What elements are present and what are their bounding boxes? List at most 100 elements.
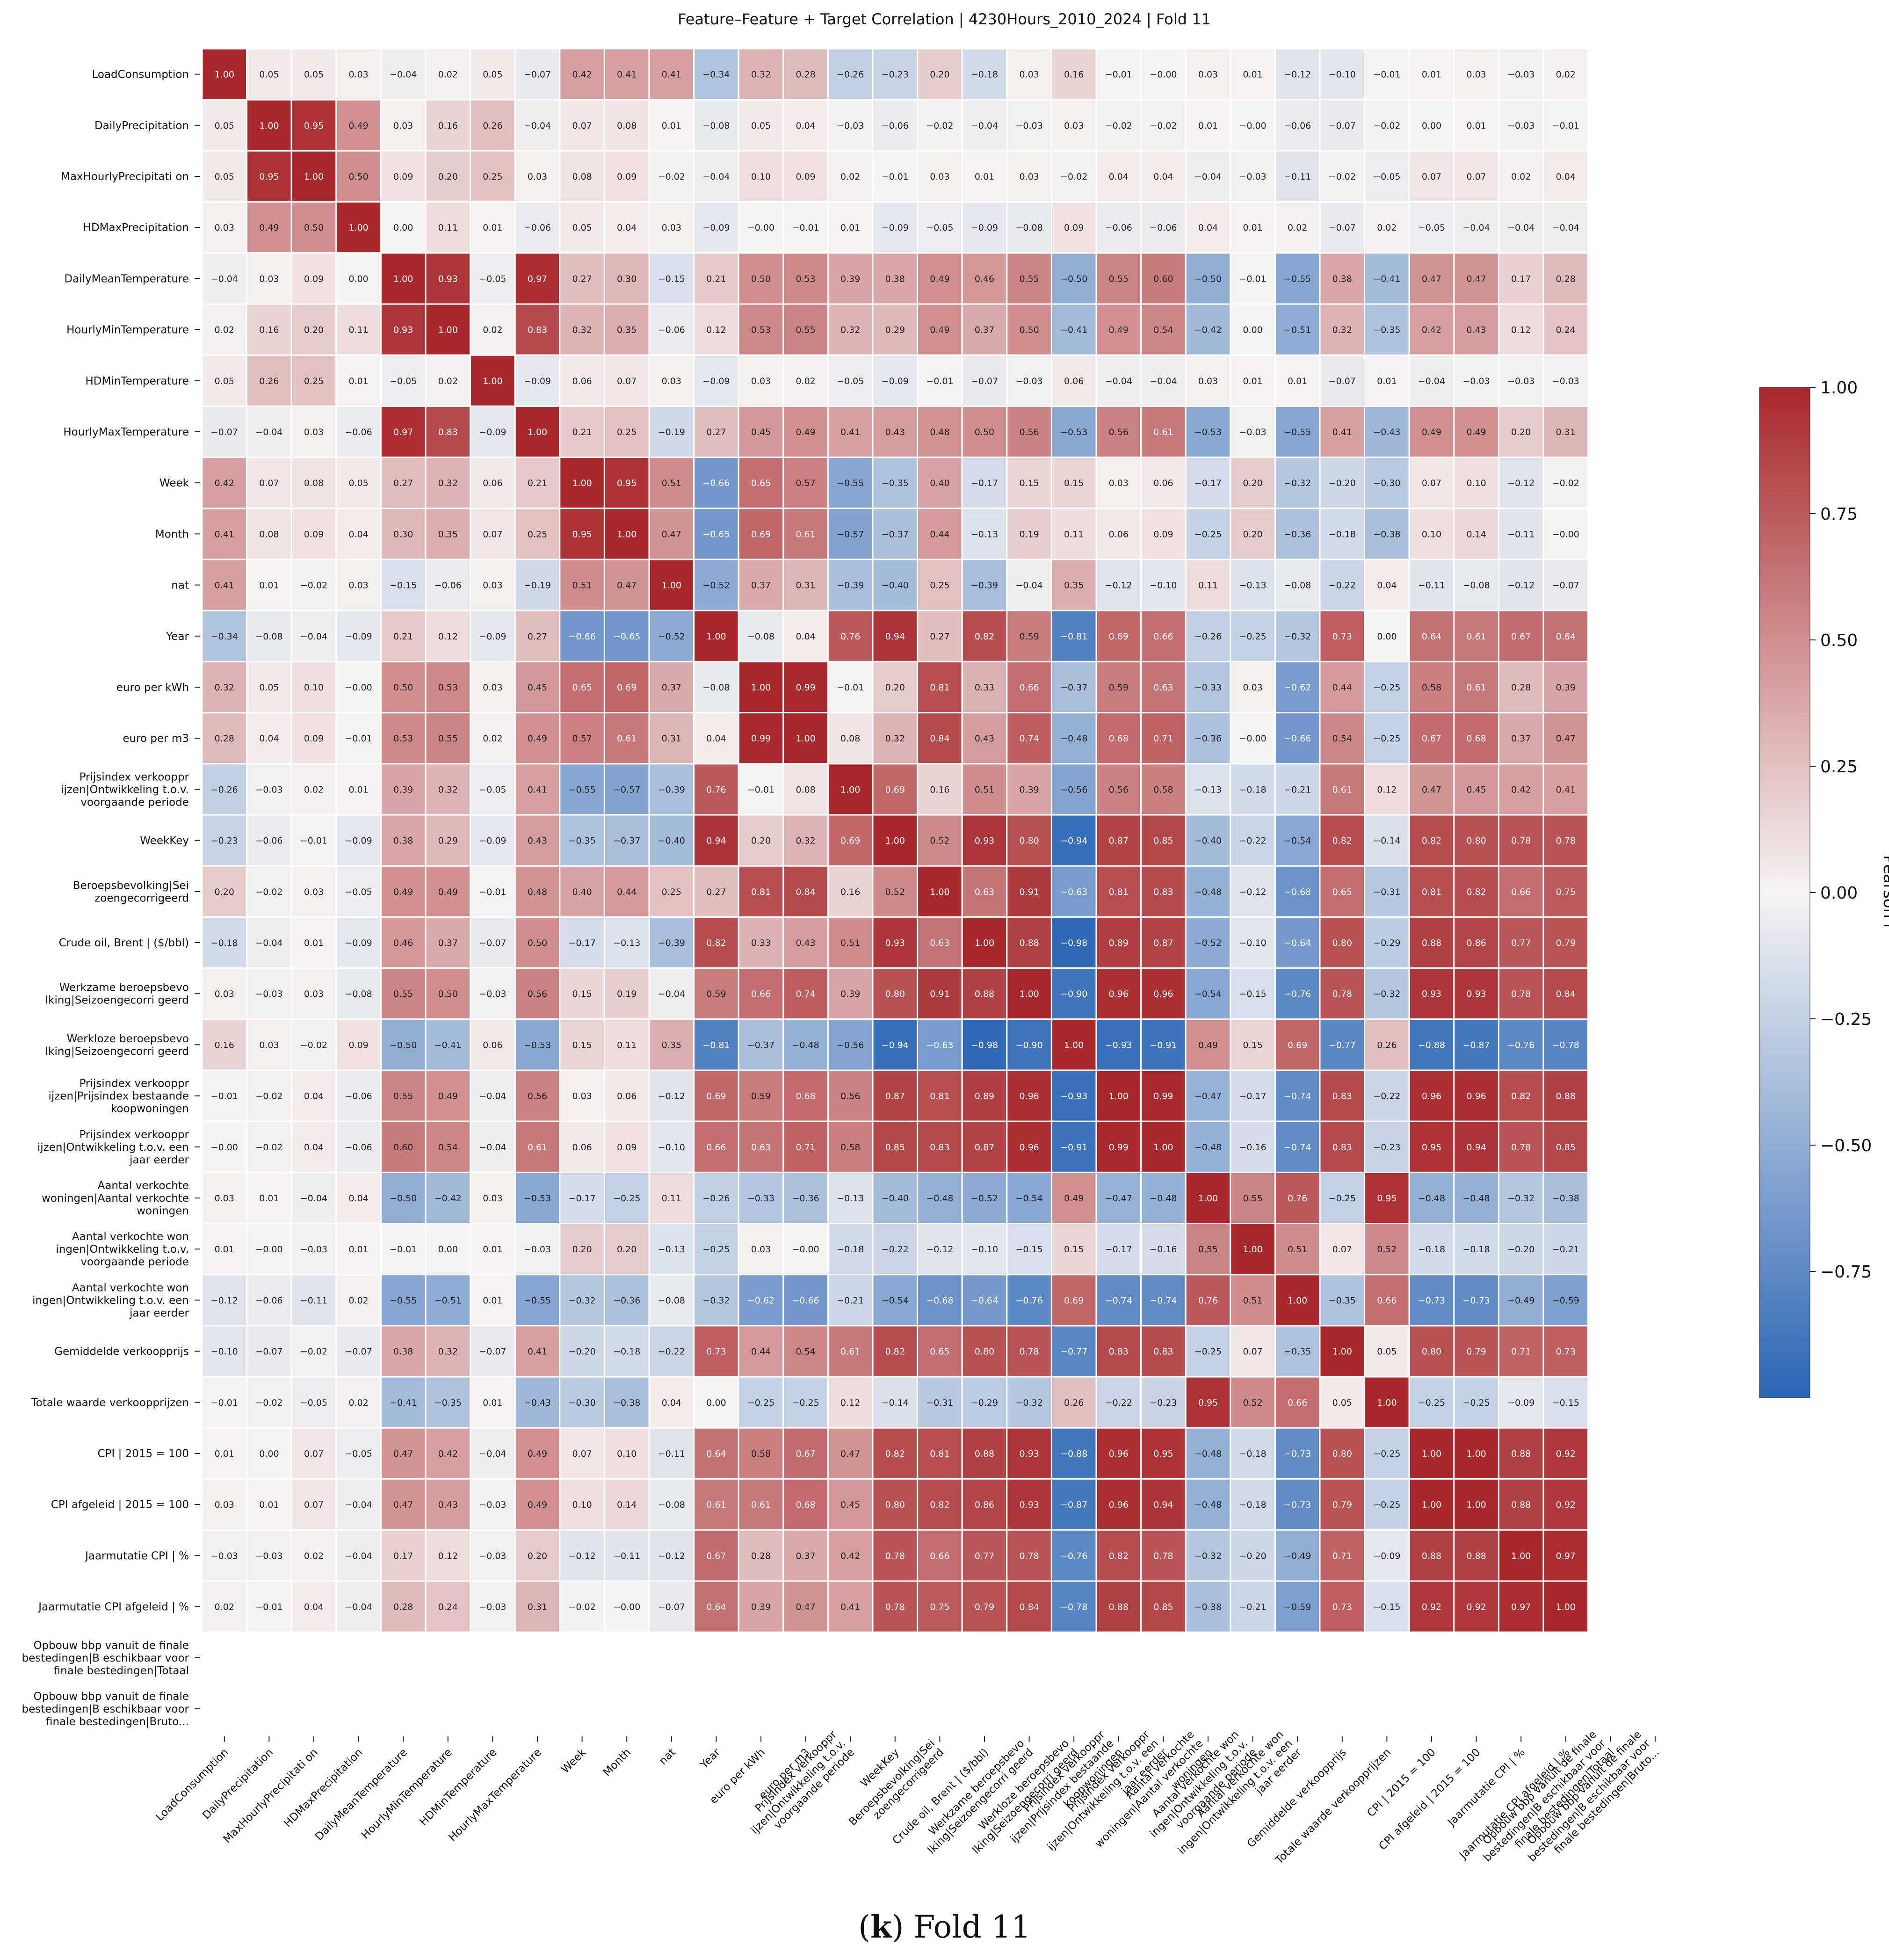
cell-value-r22-c13: −0.36	[792, 1193, 819, 1204]
cell-value-r3-c13: −0.01	[792, 223, 819, 233]
cell-value-r28-c27: 1.00	[1422, 1500, 1441, 1510]
cell-value-r3-c2: 0.50	[304, 223, 324, 233]
cell-value-r21-c16: 0.83	[930, 1142, 949, 1153]
cell-value-r5-c8: 0.32	[572, 325, 592, 335]
cell-value-r0-c2: 0.05	[304, 70, 324, 80]
cell-value-r30-c28: 0.92	[1466, 1602, 1486, 1612]
cell-value-r29-c0: −0.03	[211, 1551, 238, 1561]
heatmap-cell-r18-c21	[1140, 967, 1187, 1020]
cell-value-r21-c6: −0.04	[479, 1142, 506, 1153]
cell-value-r4-c25: 0.38	[1332, 274, 1352, 284]
heatmap-cell-r3-c1	[246, 201, 292, 254]
cell-value-r6-c20: −0.04	[1105, 376, 1132, 386]
cell-value-r3-c29: −0.04	[1507, 223, 1534, 233]
heatmap-cell-r6-c0	[201, 354, 248, 407]
heatmap-cell-r13-c13	[782, 712, 829, 765]
cell-value-r24-c15: −0.54	[882, 1295, 909, 1306]
cell-value-r11-c11: 1.00	[706, 632, 726, 642]
heatmap-cell-r22-c16	[917, 1171, 963, 1225]
heatmap-cell-r29-c21	[1140, 1529, 1187, 1582]
row-label-32: Opbouw bbp vanuit de finale bestedingen|B…	[22, 1691, 189, 1728]
heatmap-cell-r3-c29	[1498, 201, 1544, 254]
cell-value-r8-c12: 0.65	[751, 478, 771, 488]
cell-value-r1-c10: 0.01	[662, 121, 681, 131]
heatmap-cell-r9-c16	[917, 508, 963, 560]
heatmap-cell-r19-c9	[603, 1018, 650, 1071]
heatmap-cell-r21-c3	[335, 1120, 382, 1173]
cell-value-r18-c16: 0.91	[930, 989, 949, 999]
heatmap-cell-r7-c10	[648, 405, 695, 458]
heatmap-cell-r7-c17	[961, 405, 1008, 458]
cell-value-r25-c21: 0.83	[1153, 1347, 1173, 1357]
heatmap-cell-r2-c25	[1319, 150, 1366, 203]
heatmap-cell-r0-c21	[1140, 48, 1187, 101]
heatmap-cell-r27-c28	[1453, 1427, 1499, 1480]
cell-value-r25-c23: 0.07	[1243, 1347, 1262, 1357]
cell-value-r26-c6: 0.01	[483, 1398, 502, 1408]
cell-value-r22-c20: −0.47	[1105, 1193, 1132, 1204]
cell-value-r18-c10: −0.04	[658, 989, 685, 999]
cell-value-r24-c0: −0.12	[211, 1295, 238, 1306]
cell-value-r13-c26: −0.25	[1373, 733, 1400, 744]
heatmap-cell-r4-c14	[827, 252, 874, 305]
cell-value-r2-c2: 1.00	[304, 172, 324, 182]
heatmap-cell-r2-c16	[917, 150, 963, 203]
cell-value-r27-c11: 0.64	[706, 1449, 726, 1459]
cell-value-r23-c18: −0.15	[1015, 1244, 1042, 1255]
cell-value-r7-c20: 0.56	[1109, 427, 1129, 437]
cell-value-r16-c6: −0.01	[479, 887, 506, 897]
heatmap-cell-r5-c5	[425, 303, 471, 356]
heatmap-cell-r29-c25	[1319, 1529, 1366, 1582]
cell-value-r11-c26: 0.00	[1377, 632, 1397, 642]
col-label-11: Year	[698, 1746, 723, 1771]
heatmap-cell-r28-c29	[1498, 1478, 1544, 1531]
cell-value-r2-c4: 0.09	[393, 172, 413, 182]
cell-value-r28-c15: 0.80	[885, 1500, 905, 1510]
cell-value-r2-c20: 0.04	[1109, 172, 1129, 182]
cell-value-r12-c19: −0.37	[1060, 682, 1087, 693]
heatmap-cell-r17-c16	[917, 916, 963, 969]
heatmap-cell-r30-c8	[559, 1580, 605, 1633]
cell-value-r12-c0: 0.32	[215, 682, 234, 693]
cell-value-r26-c16: −0.31	[926, 1398, 953, 1408]
cell-value-r26-c5: −0.35	[434, 1398, 462, 1408]
cell-value-r20-c16: 0.81	[930, 1091, 949, 1102]
heatmap-cell-r7-c16	[917, 405, 963, 458]
cell-value-r4-c7: 0.97	[528, 274, 547, 284]
cell-value-r24-c18: −0.76	[1015, 1295, 1042, 1306]
cell-value-r12-c1: 0.05	[259, 682, 279, 693]
cell-value-r2-c23: −0.03	[1239, 172, 1266, 182]
cell-value-r22-c19: 0.49	[1064, 1193, 1084, 1204]
heatmap-cell-r30-c1	[246, 1580, 292, 1633]
heatmap-cell-r30-c24	[1274, 1580, 1321, 1633]
cell-value-r15-c28: 0.80	[1466, 836, 1486, 846]
cell-value-r14-c14: 1.00	[840, 784, 860, 795]
cell-value-r4-c20: 0.55	[1109, 274, 1129, 284]
heatmap-cell-r23-c21	[1140, 1223, 1187, 1276]
cell-value-r21-c13: 0.71	[796, 1142, 815, 1153]
cell-value-r22-c14: −0.13	[837, 1193, 864, 1204]
row-label-14: Prijsindex verkooppr ijzen|Ontwikkeling t…	[61, 771, 189, 808]
cell-value-r14-c8: −0.55	[568, 784, 595, 795]
heatmap-cell-r6-c9	[603, 354, 650, 407]
cell-value-r18-c15: 0.80	[885, 989, 905, 999]
cell-value-r15-c11: 0.94	[706, 836, 726, 846]
heatmap-cell-r13-c16	[917, 712, 963, 765]
cell-value-r11-c15: 0.94	[885, 632, 905, 642]
cell-value-r19-c15: −0.94	[882, 1040, 909, 1050]
cell-value-r20-c29: 0.82	[1511, 1091, 1531, 1102]
cell-value-r13-c9: 0.61	[617, 733, 637, 744]
cell-value-r8-c25: −0.20	[1329, 478, 1356, 488]
cell-value-r5-c20: 0.49	[1109, 325, 1129, 335]
heatmap-cell-r16-c4	[380, 865, 427, 918]
cell-value-r28-c25: 0.79	[1332, 1500, 1352, 1510]
heatmap-cell-r20-c1	[246, 1069, 292, 1122]
heatmap-cell-r13-c5	[425, 712, 471, 765]
cell-value-r17-c26: −0.29	[1373, 938, 1400, 948]
cell-value-r12-c27: 0.58	[1422, 682, 1441, 693]
cell-value-r2-c17: 0.01	[975, 172, 994, 182]
heatmap-cell-r6-c6	[470, 354, 516, 407]
cell-value-r25-c16: 0.65	[930, 1347, 949, 1357]
cell-value-r5-c12: 0.53	[751, 325, 771, 335]
cell-value-r13-c27: 0.67	[1422, 733, 1441, 744]
